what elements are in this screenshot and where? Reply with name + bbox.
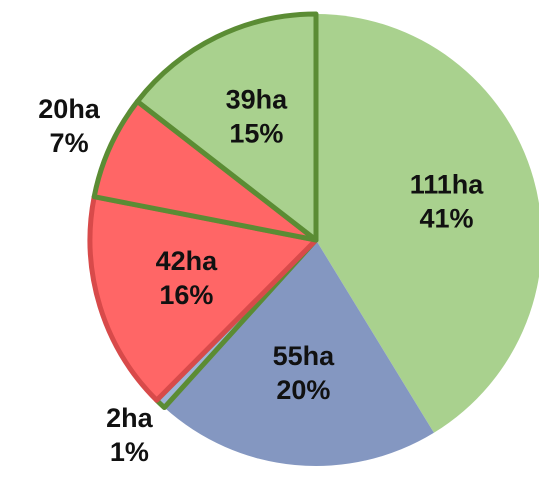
percent-label: 41% — [420, 203, 474, 233]
pie-slice — [134, 11, 319, 243]
pie-slice — [316, 14, 539, 433]
percent-label: 15% — [229, 118, 283, 148]
percent-label: 1% — [110, 437, 149, 467]
pie-slice — [164, 240, 434, 466]
value-label: 111ha — [410, 169, 485, 199]
value-label: 42ha — [156, 246, 219, 276]
pie-slice — [87, 194, 319, 403]
percent-label: 20% — [276, 375, 330, 405]
percent-label: 16% — [159, 280, 213, 310]
value-label: 2ha — [106, 403, 154, 433]
value-label: 20ha — [38, 94, 101, 124]
percent-label: 7% — [50, 128, 89, 158]
value-label: 55ha — [273, 341, 336, 371]
value-label: 39ha — [226, 84, 289, 114]
